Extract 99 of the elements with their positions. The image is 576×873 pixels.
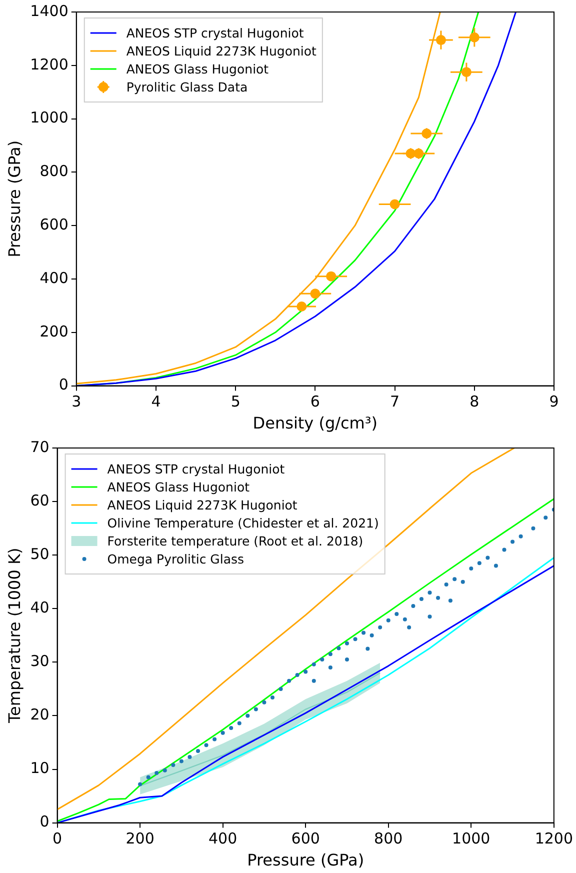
point bbox=[531, 526, 536, 530]
point bbox=[188, 754, 192, 759]
point bbox=[378, 625, 382, 630]
point bbox=[419, 596, 424, 601]
point bbox=[494, 564, 498, 568]
legend-label: Pyrolitic Glass Data bbox=[126, 79, 248, 94]
legend-label: ANEOS Liquid 2273K Hugoniot bbox=[107, 497, 298, 512]
y-tick-label: 50 bbox=[30, 544, 50, 563]
point bbox=[407, 625, 412, 630]
point bbox=[428, 590, 432, 595]
point bbox=[278, 686, 283, 691]
x-tick-label: 8 bbox=[470, 392, 480, 411]
x-axis-title: Density (g/cm³) bbox=[252, 414, 378, 433]
y-tick-label: 0 bbox=[40, 812, 50, 831]
point bbox=[444, 582, 448, 587]
x-tick-label: 1000 bbox=[452, 830, 490, 848]
y-tick-label: 30 bbox=[30, 652, 50, 670]
legend-label: Forsterite temperature (Root et al. 2018) bbox=[107, 533, 364, 548]
x-tick-label: 200 bbox=[126, 830, 154, 848]
point bbox=[295, 673, 300, 678]
x-tick-label: 5 bbox=[230, 392, 240, 411]
point bbox=[436, 596, 440, 600]
x-axis-title: Pressure (GPa) bbox=[247, 850, 364, 870]
point bbox=[336, 646, 341, 650]
point bbox=[460, 580, 465, 584]
x-tick-label: 6 bbox=[310, 392, 320, 411]
y-axis-title: Temperature (1000 K) bbox=[4, 548, 24, 724]
x-tick-label: 3 bbox=[72, 392, 82, 411]
point bbox=[312, 678, 316, 683]
y-tick-label: 200 bbox=[40, 322, 68, 340]
y-tick-label: 20 bbox=[30, 706, 50, 724]
y-tick-label: 1200 bbox=[30, 55, 68, 74]
x-tick-label: 4 bbox=[151, 392, 161, 411]
point bbox=[287, 678, 292, 683]
point bbox=[204, 743, 208, 748]
point bbox=[229, 726, 234, 730]
y-axis-title: Pressure (GPa) bbox=[4, 140, 24, 258]
point bbox=[146, 775, 150, 780]
y-tick-label: 70 bbox=[30, 438, 50, 456]
point bbox=[366, 646, 370, 651]
point bbox=[518, 534, 523, 538]
point bbox=[328, 652, 332, 656]
legend-label: ANEOS STP crystal Hugoniot bbox=[107, 461, 285, 476]
x-tick-label: 600 bbox=[291, 830, 320, 848]
point bbox=[394, 612, 399, 616]
legend-label: ANEOS Glass Hugoniot bbox=[107, 479, 250, 494]
legend-label: ANEOS Liquid 2273K Hugoniot bbox=[126, 43, 317, 58]
point bbox=[452, 577, 457, 582]
point bbox=[171, 762, 176, 767]
point bbox=[254, 707, 258, 712]
point bbox=[328, 666, 332, 670]
x-tick-label: 800 bbox=[374, 830, 403, 848]
point bbox=[320, 657, 324, 662]
point bbox=[344, 657, 349, 662]
point bbox=[353, 637, 358, 642]
y-tick-label: 600 bbox=[40, 215, 68, 234]
point bbox=[270, 696, 274, 700]
point bbox=[162, 768, 167, 772]
point bbox=[486, 556, 490, 560]
y-tick-label: 1400 bbox=[30, 2, 68, 20]
point bbox=[196, 749, 200, 754]
point bbox=[402, 617, 407, 622]
point bbox=[386, 618, 390, 622]
legend-label: ANEOS Glass Hugoniot bbox=[126, 61, 269, 76]
legend-label: Omega Pyrolitic Glass bbox=[107, 551, 244, 566]
point bbox=[502, 548, 506, 552]
point bbox=[312, 662, 316, 666]
point bbox=[212, 737, 217, 742]
y-tick-label: 800 bbox=[40, 162, 68, 180]
point bbox=[362, 630, 366, 635]
point bbox=[237, 721, 242, 726]
point bbox=[477, 561, 482, 566]
point bbox=[220, 730, 225, 735]
y-tick-label: 400 bbox=[40, 268, 68, 287]
point bbox=[179, 759, 184, 764]
point bbox=[510, 540, 515, 544]
point bbox=[344, 641, 349, 646]
x-tick-label: 7 bbox=[390, 392, 400, 411]
point bbox=[411, 604, 416, 608]
point bbox=[138, 782, 142, 786]
point bbox=[246, 714, 250, 718]
point bbox=[370, 633, 374, 638]
point bbox=[154, 771, 159, 776]
point bbox=[448, 598, 452, 603]
point bbox=[544, 516, 548, 520]
x-tick-label: 400 bbox=[208, 830, 238, 848]
y-tick-label: 1000 bbox=[30, 108, 68, 127]
y-tick-label: 40 bbox=[30, 598, 50, 617]
x-tick-label: 1200 bbox=[534, 830, 574, 848]
point bbox=[262, 700, 266, 704]
point bbox=[304, 670, 308, 674]
point bbox=[469, 566, 474, 570]
legend-label: Olivine Temperature (Chidester et al. 2021) bbox=[107, 515, 379, 530]
legend-label: ANEOS STP crystal Hugoniot bbox=[126, 25, 304, 40]
y-tick-label: 60 bbox=[30, 491, 50, 510]
y-tick-label: 10 bbox=[30, 759, 50, 778]
y-tick-label: 0 bbox=[58, 376, 68, 394]
point bbox=[428, 614, 432, 619]
x-tick-label: 9 bbox=[549, 392, 559, 411]
